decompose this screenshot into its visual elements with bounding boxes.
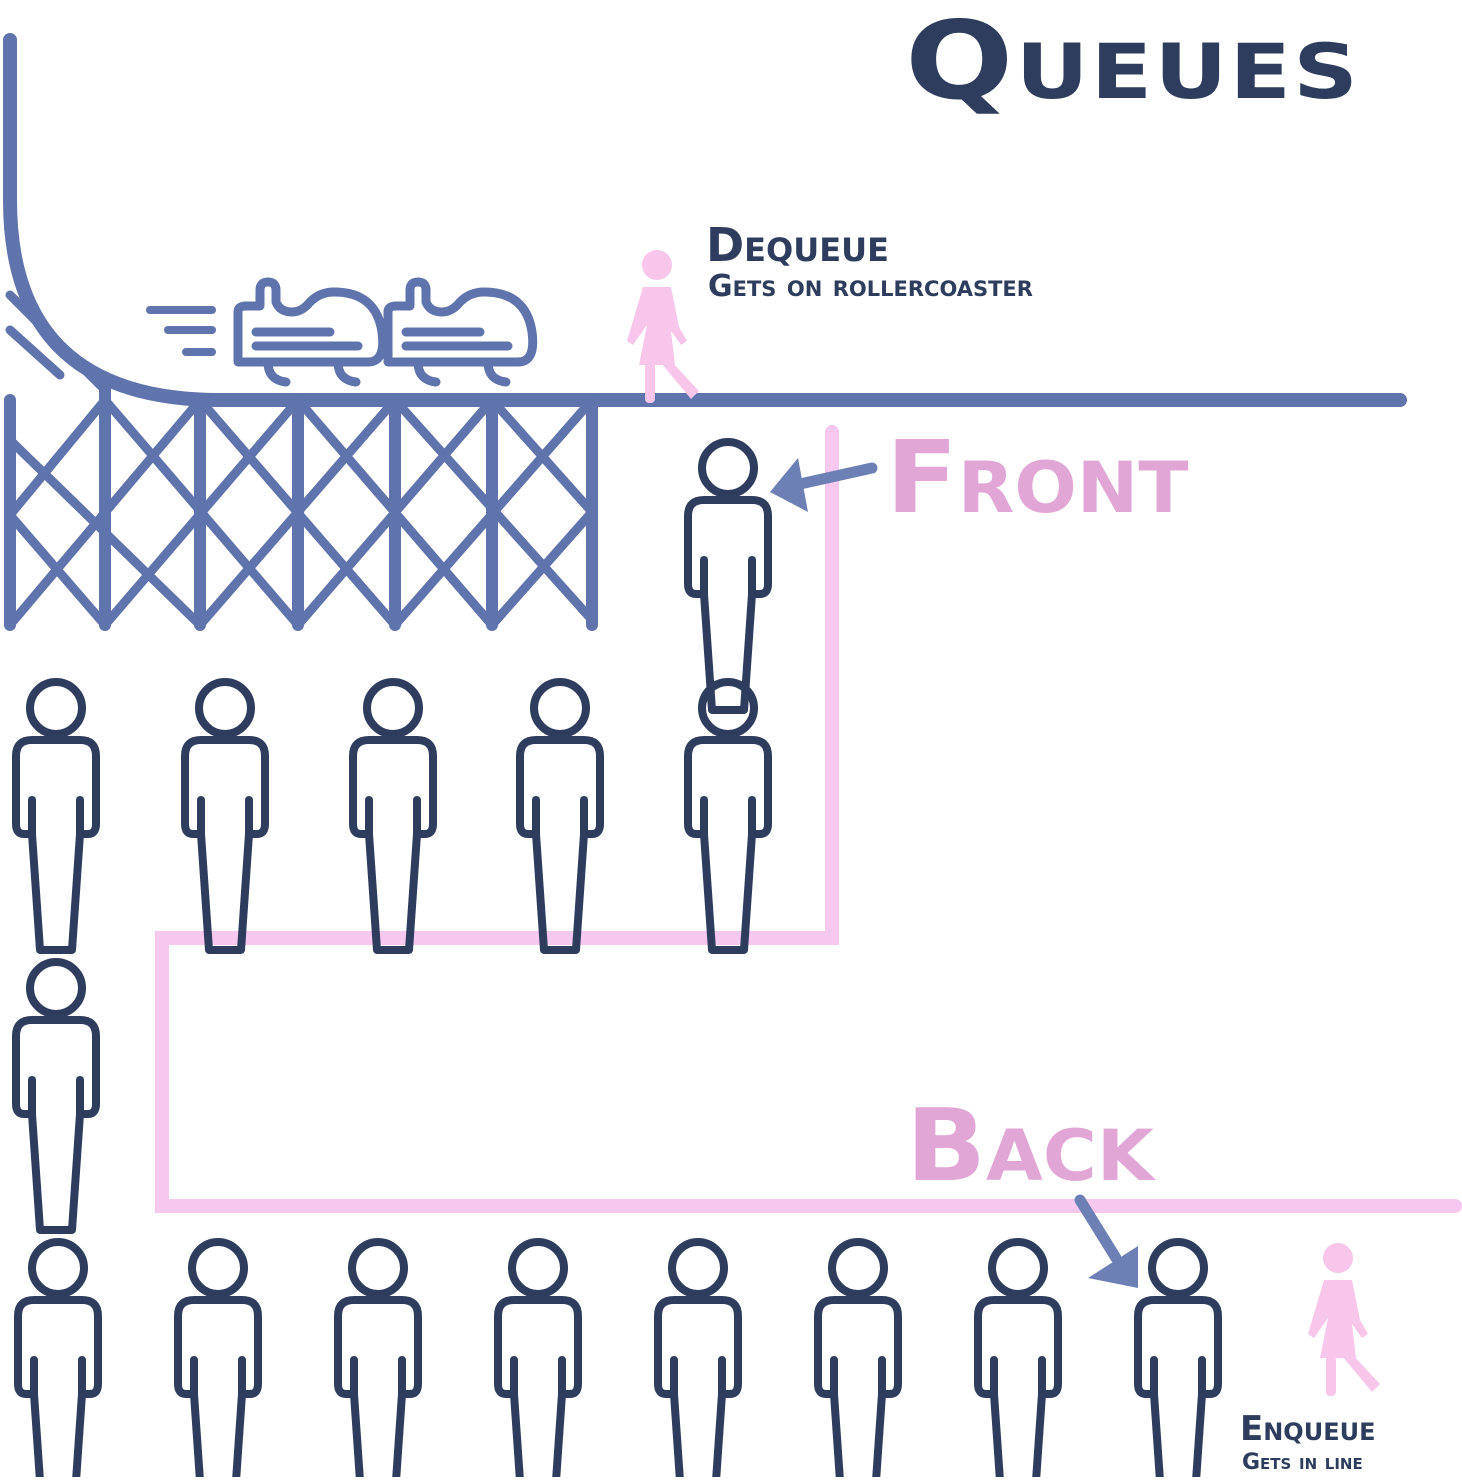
- enqueue-label: Enqueue: [1240, 1409, 1376, 1449]
- person-icon: [16, 962, 96, 1230]
- person-icon: [338, 1242, 418, 1477]
- person-icon: [978, 1242, 1058, 1477]
- back-label: Back: [906, 1087, 1154, 1204]
- enqueue-sublabel: Gets in line: [1242, 1450, 1363, 1475]
- queue-rope: [155, 425, 1462, 1213]
- person-icon: [1138, 1242, 1218, 1477]
- person-icon: [520, 682, 600, 950]
- front-arrow-icon: [770, 458, 878, 512]
- enqueue-walker-icon: [1308, 1243, 1380, 1396]
- person-icon: [18, 1242, 98, 1477]
- dequeue-sublabel: Gets on rollercoaster: [708, 269, 1033, 304]
- rollercoaster-icon: [3, 33, 1407, 631]
- person-icon: [185, 682, 265, 950]
- back-arrow-icon: [1074, 1194, 1138, 1288]
- person-icon: [658, 1242, 738, 1477]
- person-icon: [353, 682, 433, 950]
- dequeue-label: Dequeue: [706, 218, 889, 272]
- person-icon: [818, 1242, 898, 1477]
- person-icon: [688, 442, 768, 710]
- person-icon: [688, 682, 768, 950]
- page-title: Queues: [905, 0, 1361, 124]
- dequeue-walker-icon: [627, 250, 699, 403]
- person-icon: [16, 682, 96, 950]
- person-icon: [178, 1242, 258, 1477]
- person-icon: [498, 1242, 578, 1477]
- front-label: Front: [886, 419, 1189, 536]
